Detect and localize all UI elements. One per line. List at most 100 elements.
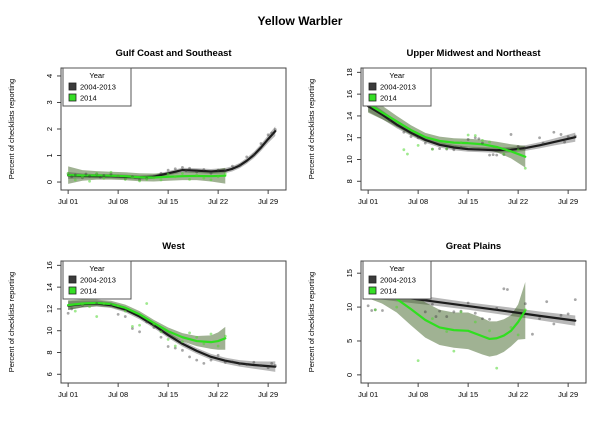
data-point-2004-2013	[166, 345, 170, 348]
data-point-2004-2013	[181, 166, 184, 169]
data-point-2014	[173, 344, 177, 348]
y-tick-label: 1	[45, 153, 54, 157]
data-point-2014	[138, 179, 141, 183]
data-point-2004-2013	[138, 330, 141, 334]
data-point-2004-2013	[270, 131, 274, 135]
data-point-2014	[406, 152, 409, 156]
data-point-2004-2013	[491, 153, 495, 156]
data-point-2004-2013	[159, 171, 163, 175]
data-point-2004-2013	[209, 171, 213, 175]
data-point-2004-2013	[566, 135, 570, 139]
data-point-2004-2013	[573, 134, 577, 138]
x-tick-label: Jul 29	[558, 390, 578, 399]
data-point-2014	[66, 171, 70, 175]
data-point-2014	[81, 303, 84, 306]
data-point-2014	[216, 175, 220, 179]
legend-swatch-icon	[368, 275, 377, 284]
x-tick-label: Jul 01	[358, 390, 378, 399]
figure-title: Yellow Warbler	[257, 14, 343, 28]
data-point-2004-2013	[431, 302, 434, 306]
data-point-2004-2013	[488, 153, 491, 157]
data-point-2004-2013	[70, 307, 74, 311]
data-point-2004-2013	[545, 300, 549, 304]
data-point-2004-2013	[381, 309, 384, 312]
data-point-2004-2013	[502, 287, 506, 291]
data-point-2004-2013	[473, 311, 477, 315]
y-tick-label: 3	[45, 100, 54, 104]
data-point-2014	[516, 148, 520, 152]
x-tick-label: Jul 08	[108, 197, 128, 206]
data-point-2004-2013	[423, 310, 427, 314]
data-point-2014	[488, 329, 491, 333]
legend-item-label: 2014	[380, 94, 397, 103]
data-point-2004-2013	[573, 298, 577, 302]
plot-border	[60, 260, 287, 384]
x-tick-label: Jul 08	[108, 390, 128, 399]
data-point-2004-2013	[566, 312, 570, 316]
confidence-band-2004-2013	[368, 100, 576, 153]
y-tick-label: 0	[45, 180, 54, 184]
y-axis-label: Percent of checklists reporting	[7, 272, 16, 372]
data-point-2004-2013	[416, 136, 420, 140]
data-point-2014	[523, 308, 527, 312]
y-axis-label: Percent of checklists reporting	[7, 79, 16, 179]
data-point-2014	[416, 143, 420, 147]
panel-title: Upper Midwest and Northeast	[406, 48, 541, 59]
data-point-2004-2013	[538, 136, 541, 140]
x-tick-label: Jul 01	[58, 197, 78, 206]
data-point-2004-2013	[102, 174, 106, 177]
data-point-2014	[102, 302, 106, 305]
data-point-2014	[73, 309, 77, 313]
y-tick-label: 10	[345, 155, 354, 163]
data-point-2004-2013	[506, 288, 509, 291]
data-point-2004-2013	[409, 135, 413, 139]
legend-item-label: 2004-2013	[380, 83, 416, 92]
data-point-2014	[431, 317, 434, 321]
data-point-2014	[123, 309, 127, 313]
x-tick-label: Jul 08	[408, 390, 428, 399]
data-point-2004-2013	[459, 146, 463, 149]
data-point-2004-2013	[438, 309, 441, 313]
data-point-2004-2013	[66, 311, 70, 315]
data-point-2014	[188, 331, 191, 335]
data-point-2004-2013	[452, 148, 456, 152]
data-point-2004-2013	[145, 320, 149, 324]
legend-swatch-icon	[68, 275, 77, 284]
data-point-2014	[488, 140, 491, 144]
data-point-2004-2013	[223, 169, 227, 173]
data-point-2014	[523, 166, 527, 170]
y-tick-label: 8	[45, 350, 54, 354]
panel-title: Great Plains	[446, 241, 501, 252]
legend: Year 2004-2013 2014	[62, 67, 132, 107]
x-tick-label: Jul 15	[458, 390, 478, 399]
data-point-2014	[88, 305, 91, 309]
data-point-2004-2013	[259, 142, 263, 145]
data-point-2004-2013	[70, 175, 74, 179]
data-point-2014	[166, 172, 170, 176]
y-tick-label: 4	[45, 74, 54, 78]
data-point-2004-2013	[366, 304, 370, 308]
data-point-2004-2013	[238, 362, 241, 366]
legend-swatch-icon	[68, 286, 77, 295]
data-point-2004-2013	[495, 307, 499, 310]
y-tick-label: 18	[345, 68, 354, 76]
data-point-2004-2013	[173, 167, 177, 171]
data-point-2004-2013	[538, 317, 541, 321]
legend-swatch-icon	[68, 82, 77, 91]
data-point-2004-2013	[266, 133, 270, 137]
data-point-2014	[209, 178, 213, 182]
data-point-2014	[173, 175, 177, 179]
data-point-2014	[116, 304, 120, 308]
x-tick-label: Jul 08	[408, 197, 428, 206]
data-point-2004-2013	[445, 315, 449, 318]
data-point-2014	[495, 366, 499, 370]
data-point-2014	[209, 332, 213, 336]
data-point-2004-2013	[559, 133, 563, 136]
legend-title: Year	[389, 264, 405, 273]
data-point-2004-2013	[438, 147, 441, 151]
legend-swatch-icon	[368, 286, 377, 295]
data-point-2014	[445, 330, 449, 333]
data-point-2004-2013	[209, 358, 213, 362]
data-point-2004-2013	[495, 153, 499, 157]
data-point-2004-2013	[238, 163, 241, 167]
